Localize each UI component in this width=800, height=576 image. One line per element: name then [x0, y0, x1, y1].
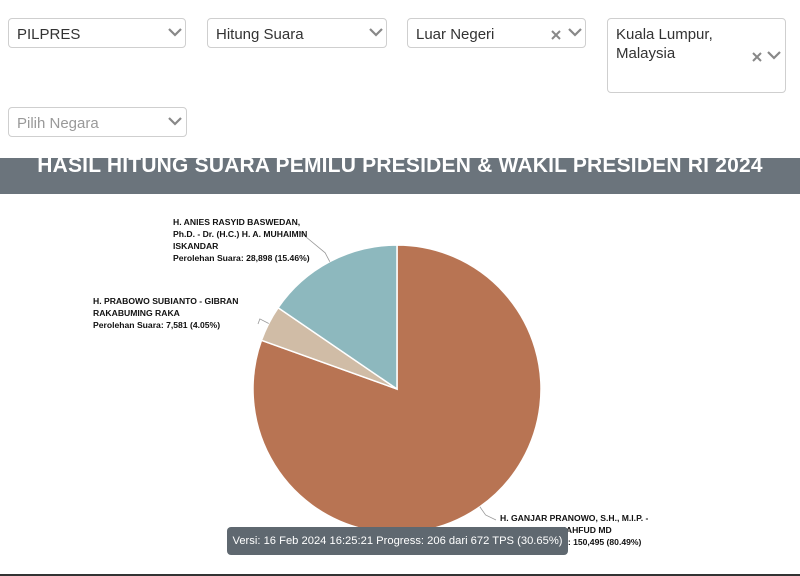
chevron-down-icon — [168, 28, 182, 37]
bottom-divider — [0, 574, 800, 576]
pie-slice-ganjar[interactable] — [252, 244, 542, 534]
chevron-down-icon — [168, 117, 182, 126]
label-connector-line — [479, 506, 497, 521]
title-banner: HASIL HITUNG SUARA PEMILU PRESIDEN & WAK… — [0, 158, 800, 194]
candidate-name-line: RAKABUMING RAKA — [93, 308, 180, 318]
candidate-name-line: ISKANDAR — [173, 241, 219, 251]
election-select-value: PILPRES — [17, 26, 81, 43]
candidate-votes: Perolehan Suara: 7,581 (4.05%) — [93, 320, 221, 330]
region-select[interactable]: Luar Negeri — [407, 18, 586, 48]
region-select-value: Luar Negeri — [416, 26, 495, 43]
election-select[interactable]: PILPRES — [8, 18, 186, 48]
label-connector-line — [257, 318, 269, 325]
vote-pie-chart: H. ANIES RASYID BASWEDAN, Ph.D. - Dr. (H… — [0, 194, 800, 576]
slice-label-prabowo: H. PRABOWO SUBIANTO - GIBRAN RAKABUMING … — [93, 295, 263, 331]
candidate-votes: Perolehan Suara: 150,495 (80.49%) — [500, 537, 642, 547]
page-title: HASIL HITUNG SUARA PEMILU PRESIDEN & WAK… — [37, 158, 763, 177]
pie-slice-anies[interactable] — [277, 244, 398, 391]
candidate-name-line: H. ANIES RASYID BASWEDAN, — [173, 217, 301, 227]
label-connector-line — [299, 231, 331, 262]
candidate-name-line: H. PRABOWO SUBIANTO - GIBRAN — [93, 296, 239, 306]
city-select-value-line1: Kuala Lumpur, — [616, 26, 713, 43]
city-select-value: Kuala Lumpur, Malaysia — [616, 25, 745, 63]
chevron-down-icon — [568, 28, 582, 37]
clear-icon[interactable] — [751, 51, 763, 63]
candidate-name-line: H. GANJAR PRANOWO, S.H., M.I.P. - — [500, 513, 649, 523]
clear-icon[interactable] — [550, 29, 562, 41]
candidate-name-line: Ph.D. - Dr. (H.C.) H. A. MUHAIMIN — [173, 229, 308, 239]
version-progress-tooltip: Versi: 16 Feb 2024 16:25:21 Progress: 20… — [227, 527, 568, 555]
chevron-down-icon — [767, 51, 781, 60]
pie-chart-svg — [252, 231, 542, 534]
slice-label-anies: H. ANIES RASYID BASWEDAN, Ph.D. - Dr. (H… — [173, 216, 333, 264]
city-select[interactable]: Kuala Lumpur, Malaysia — [607, 18, 786, 93]
candidate-votes: Perolehan Suara: 28,898 (15.46%) — [173, 253, 310, 263]
country-select[interactable]: Pilih Negara — [8, 107, 187, 137]
country-select-placeholder: Pilih Negara — [17, 115, 99, 132]
city-select-value-line2: Malaysia — [616, 45, 676, 62]
count-type-select-value: Hitung Suara — [216, 26, 304, 43]
chevron-down-icon — [369, 28, 383, 37]
count-type-select[interactable]: Hitung Suara — [207, 18, 387, 48]
